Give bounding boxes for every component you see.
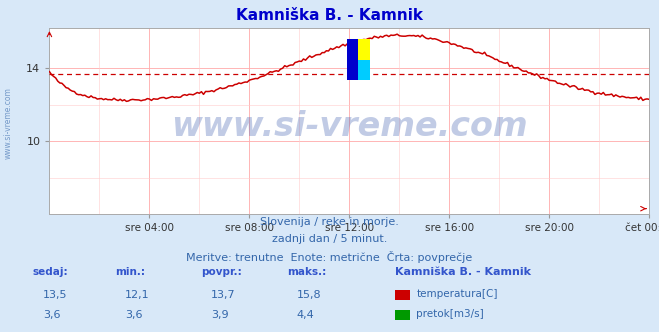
Text: 12,1: 12,1: [125, 290, 150, 300]
Text: Kamniška B. - Kamnik: Kamniška B. - Kamnik: [236, 8, 423, 23]
Text: Kamniška B. - Kamnik: Kamniška B. - Kamnik: [395, 267, 531, 277]
Bar: [347, 40, 358, 80]
Text: maks.:: maks.:: [287, 267, 326, 277]
Bar: [347, 60, 370, 80]
Text: www.si-vreme.com: www.si-vreme.com: [3, 87, 13, 159]
Text: zadnji dan / 5 minut.: zadnji dan / 5 minut.: [272, 234, 387, 244]
Text: temperatura[C]: temperatura[C]: [416, 289, 498, 299]
Text: 3,6: 3,6: [125, 310, 143, 320]
Text: 4,4: 4,4: [297, 310, 314, 320]
Text: 15,8: 15,8: [297, 290, 321, 300]
Bar: [347, 40, 370, 80]
Text: min.:: min.:: [115, 267, 146, 277]
Text: povpr.:: povpr.:: [201, 267, 242, 277]
Text: www.si-vreme.com: www.si-vreme.com: [171, 110, 528, 143]
Text: sedaj:: sedaj:: [33, 267, 69, 277]
Text: 13,7: 13,7: [211, 290, 235, 300]
Text: 3,9: 3,9: [211, 310, 229, 320]
Text: 3,6: 3,6: [43, 310, 61, 320]
Text: Slovenija / reke in morje.: Slovenija / reke in morje.: [260, 217, 399, 227]
Text: 13,5: 13,5: [43, 290, 67, 300]
Text: Meritve: trenutne  Enote: metrične  Črta: povprečje: Meritve: trenutne Enote: metrične Črta: …: [186, 251, 473, 263]
Text: pretok[m3/s]: pretok[m3/s]: [416, 309, 484, 319]
